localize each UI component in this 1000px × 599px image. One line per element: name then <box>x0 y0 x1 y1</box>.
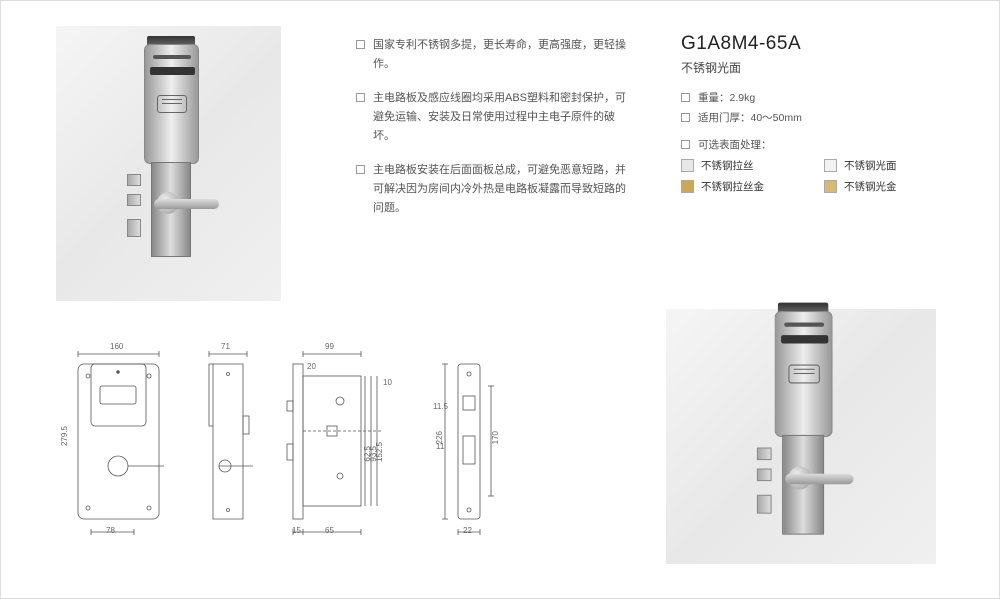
dim-label: 170 <box>491 431 500 444</box>
feature-text: 主电路板安装在后面面板总成，可避免恶意短路，并可解决因为房间内冷外热是电路板凝露… <box>373 161 631 217</box>
feature-text: 国家专利不锈钢多提，更长寿命，更高强度，更轻操作。 <box>373 36 631 73</box>
drawing-front: 160 78 279.5 <box>66 346 171 541</box>
bullet-icon <box>356 40 365 49</box>
bullet-icon <box>356 93 365 102</box>
bullet-icon <box>681 140 690 149</box>
dim-label: 65 <box>325 526 334 535</box>
finish-swatches: 不锈钢拉丝 不锈钢光面 不锈钢拉丝金 不锈钢光金 <box>681 158 951 194</box>
lock-illustration <box>109 44 229 284</box>
finish-option: 不锈钢拉丝金 <box>681 179 808 194</box>
feature-list: 国家专利不锈钢多提，更长寿命，更高强度，更轻操作。 主电路板及感应线圈均采用AB… <box>356 36 631 234</box>
feature-item: 主电路板及感应线圈均采用ABS塑料和密封保护，可避免运输、安装及日常使用过程中主… <box>356 89 631 145</box>
model-subtitle: 不锈钢光面 <box>681 59 951 76</box>
product-photo-top <box>56 26 281 301</box>
drawing-side: 71 <box>199 346 257 541</box>
bullet-icon <box>681 93 690 102</box>
spec-finish-text: 可选表面处理： <box>698 137 772 152</box>
swatch-icon <box>824 180 837 193</box>
spec-finish-header: 可选表面处理： <box>681 137 951 152</box>
drawing-strike: 226 170 22 11.5 11 <box>433 346 513 541</box>
swatch-icon <box>681 180 694 193</box>
feature-text: 主电路板及感应线圈均采用ABS塑料和密封保护，可避免运输、安装及日常使用过程中主… <box>373 89 631 145</box>
spec-weight: 重量：2.9kg <box>681 90 951 105</box>
finish-label: 不锈钢拉丝 <box>701 158 754 173</box>
finish-option: 不锈钢光金 <box>824 179 951 194</box>
dim-label: 99 <box>325 342 334 351</box>
feature-item: 国家专利不锈钢多提，更长寿命，更高强度，更轻操作。 <box>356 36 631 73</box>
model-number: G1A8M4-65A <box>681 33 951 55</box>
spec-panel: G1A8M4-65A 不锈钢光面 重量：2.9kg 适用门厚：40～50mm 可… <box>681 33 951 194</box>
bullet-icon <box>681 113 690 122</box>
dim-label: 78 <box>106 526 115 535</box>
swatch-icon <box>824 159 837 172</box>
spec-door: 适用门厚：40～50mm <box>681 110 951 125</box>
technical-drawings: 160 78 279.5 71 <box>66 346 586 561</box>
dim-label: 11.5 <box>433 402 448 411</box>
dim-label: 15 <box>292 526 301 535</box>
bullet-icon <box>356 165 365 174</box>
dim-label: 22 <box>463 526 472 535</box>
swatch-icon <box>681 159 694 172</box>
dim-label: 10 <box>383 378 392 387</box>
product-photo-bottom <box>666 309 936 564</box>
spec-weight-text: 重量：2.9kg <box>698 90 755 105</box>
spec-door-text: 适用门厚：40～50mm <box>698 110 802 125</box>
dim-label: 11 <box>436 442 444 451</box>
feature-item: 主电路板安装在后面面板总成，可避免恶意短路，并可解决因为房间内冷外热是电路板凝露… <box>356 161 631 217</box>
finish-option: 不锈钢拉丝 <box>681 158 808 173</box>
product-sheet: 国家专利不锈钢多提，更长寿命，更高强度，更轻操作。 主电路板及感应线圈均采用AB… <box>0 0 1000 599</box>
dim-label: 152.5 <box>375 442 384 462</box>
drawing-mortise: 99 20 15 65 62.5 93.5 152.5 10 <box>285 346 405 541</box>
dim-label: 279.5 <box>60 426 69 446</box>
dim-label: 160 <box>110 342 123 351</box>
finish-label: 不锈钢拉丝金 <box>701 179 764 194</box>
finish-label: 不锈钢光金 <box>844 179 897 194</box>
finish-label: 不锈钢光面 <box>844 158 897 173</box>
finish-option: 不锈钢光面 <box>824 158 951 173</box>
dim-label: 20 <box>307 362 316 371</box>
dim-label: 71 <box>221 342 230 351</box>
lock-illustration <box>738 311 864 563</box>
